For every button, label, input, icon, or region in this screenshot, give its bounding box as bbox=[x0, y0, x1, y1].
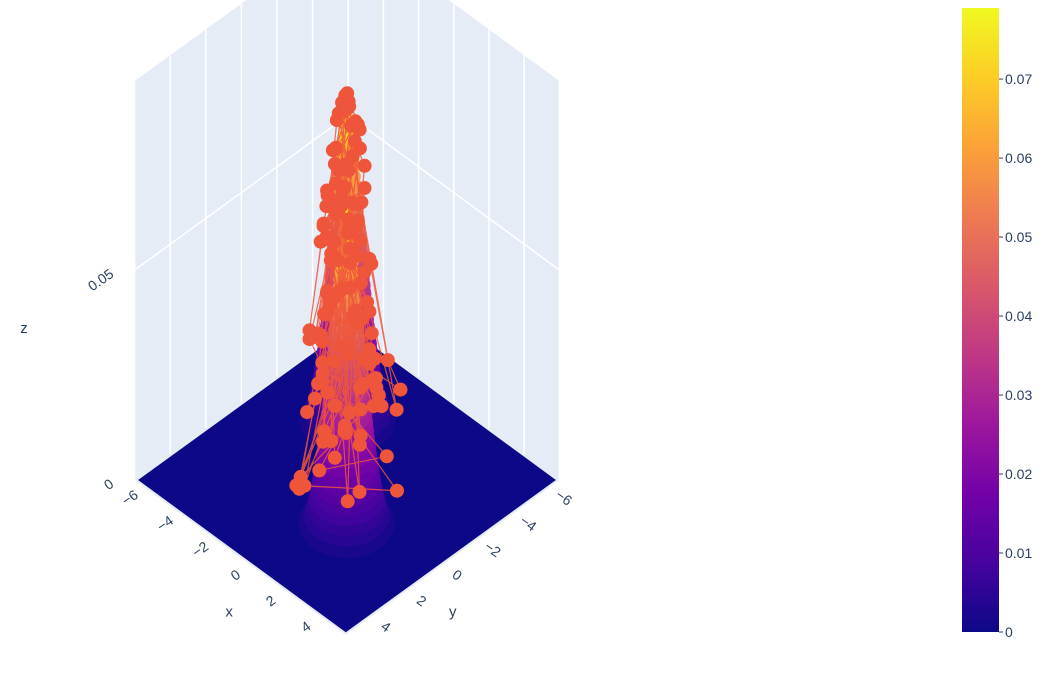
scatter-point bbox=[327, 234, 342, 249]
scatter-point bbox=[316, 434, 331, 449]
scatter-point bbox=[315, 366, 330, 381]
scatter-point bbox=[380, 353, 395, 368]
y-tick-label: 0 bbox=[449, 566, 465, 584]
scatter-point bbox=[327, 450, 342, 465]
scatter-point bbox=[337, 418, 352, 433]
scatter-point bbox=[340, 494, 355, 509]
colorbar-tick-label: 0.06 bbox=[1005, 150, 1032, 166]
scatter-point bbox=[353, 233, 367, 248]
scatter-point bbox=[340, 101, 355, 116]
scatter-point bbox=[349, 217, 364, 232]
grid-line bbox=[347, 114, 560, 271]
scatter-point bbox=[328, 176, 343, 191]
scatter-point bbox=[364, 326, 379, 341]
scatter-point bbox=[350, 117, 365, 132]
colorbar-gradient bbox=[962, 8, 999, 632]
scatter-point bbox=[389, 402, 404, 417]
scatter-point bbox=[357, 158, 372, 173]
scatter-point bbox=[320, 284, 335, 299]
y-axis-title: y bbox=[449, 604, 457, 621]
axis-walls bbox=[133, 0, 561, 635]
scatter-point bbox=[317, 424, 331, 439]
y-tick-label: 2 bbox=[414, 592, 430, 610]
x-axis-title: x bbox=[225, 604, 233, 621]
scatter-point bbox=[289, 478, 304, 493]
colorbar: 0 0.01 0.02 0.03 0.04 0.05 0.06 0.07 bbox=[962, 8, 1032, 640]
scatter-point bbox=[312, 463, 327, 478]
scatter-point bbox=[344, 195, 359, 210]
scatter-point bbox=[365, 373, 380, 388]
scatter-point bbox=[353, 402, 368, 417]
scatter-point bbox=[347, 134, 362, 149]
scatter-point bbox=[300, 405, 315, 420]
scatter-point bbox=[353, 275, 368, 290]
y-tick-label: −6 bbox=[553, 486, 575, 508]
colorbar-tick-label: 0.02 bbox=[1005, 466, 1032, 482]
x-tick-label: 2 bbox=[263, 592, 279, 610]
scatter-point bbox=[342, 241, 357, 256]
scatter-point bbox=[343, 256, 358, 271]
scatter-point bbox=[315, 334, 330, 349]
scatter-point bbox=[340, 86, 355, 101]
scatter-point bbox=[302, 332, 317, 347]
y-tick-label: −2 bbox=[482, 538, 504, 560]
scatter-point bbox=[352, 484, 367, 499]
scatter-point bbox=[379, 449, 394, 464]
scatter-point bbox=[327, 354, 342, 369]
scatter-point bbox=[315, 355, 330, 370]
x-tick-label: 4 bbox=[298, 618, 314, 636]
scatter-point bbox=[323, 253, 338, 268]
grid-line bbox=[134, 114, 349, 271]
colorbar-tick-label: 0.07 bbox=[1005, 71, 1032, 87]
x-tick-label: −6 bbox=[119, 486, 141, 508]
scatter-point bbox=[308, 391, 322, 406]
scatter-point bbox=[320, 385, 335, 400]
scatter-point bbox=[342, 405, 357, 420]
z-axis-title: z bbox=[20, 320, 28, 337]
scatter-point bbox=[357, 181, 372, 195]
x-tick-label: −2 bbox=[189, 538, 211, 560]
scatter-point bbox=[329, 113, 344, 128]
scatter-point bbox=[340, 347, 355, 362]
scatter-point bbox=[327, 398, 342, 413]
scatter-point bbox=[353, 428, 368, 443]
scatter-point bbox=[393, 382, 408, 397]
scatter-point bbox=[327, 157, 342, 171]
scatter-point bbox=[339, 157, 354, 172]
colorbar-tick-label: 0 bbox=[1005, 624, 1013, 640]
scatter-point bbox=[336, 281, 351, 296]
scatter-point bbox=[362, 251, 377, 266]
scatter-point bbox=[317, 307, 332, 322]
colorbar-tick-label: 0.03 bbox=[1005, 387, 1032, 403]
scatter-point bbox=[374, 399, 389, 414]
scatter-point bbox=[334, 196, 348, 211]
scatter-point bbox=[327, 142, 342, 157]
y-tick-label: 4 bbox=[378, 618, 394, 636]
z-tick-label: 0 bbox=[101, 475, 117, 493]
scatter-point bbox=[355, 311, 370, 326]
x-tick-label: −4 bbox=[154, 512, 176, 534]
y-tick-label: −4 bbox=[517, 512, 539, 534]
scatter-series bbox=[289, 86, 408, 509]
scatter-point bbox=[360, 295, 375, 310]
colorbar-tick-label: 0.01 bbox=[1005, 545, 1032, 561]
z-tick-label: 0.05 bbox=[85, 265, 117, 294]
scatter-point bbox=[357, 265, 372, 280]
scatter-point bbox=[367, 351, 382, 366]
colorbar-tick-label: 0.05 bbox=[1005, 229, 1032, 245]
scatter-point bbox=[316, 216, 331, 231]
colorbar-tick-label: 0.04 bbox=[1005, 308, 1032, 324]
scatter-point bbox=[390, 483, 404, 498]
scatter-point bbox=[322, 189, 337, 204]
x-tick-label: 0 bbox=[228, 566, 244, 584]
